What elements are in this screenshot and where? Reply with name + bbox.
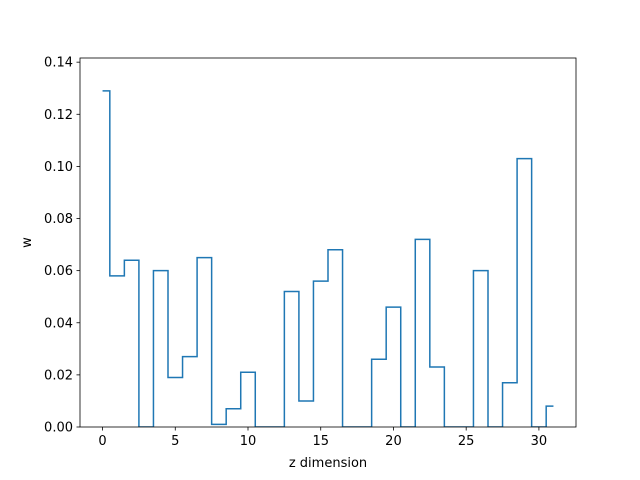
axes: 0 5 10 15 20 25 30 0.00 0.02 0.04 0.06 0.08 0.10 0.12… (44, 56, 577, 449)
y-tick-label: 0.04 (44, 316, 73, 331)
series-line (102, 90, 554, 427)
x-axis-label: z dimension (289, 456, 367, 471)
x-tick-label: 0 (98, 434, 106, 449)
y-tick-label: 0.02 (44, 368, 73, 383)
y-axis-label: w (20, 237, 35, 248)
y-tick-label: 0.06 (44, 264, 73, 279)
x-tick-label: 30 (531, 434, 548, 449)
x-tick-label: 25 (458, 434, 475, 449)
y-tick-label: 0.10 (44, 160, 73, 175)
y-tick-label: 0.08 (44, 212, 73, 227)
x-tick-label: 5 (171, 434, 179, 449)
y-tick-label: 0.14 (44, 56, 73, 71)
x-tick-label: 15 (312, 434, 329, 449)
x-tick-label: 10 (240, 434, 257, 449)
x-tick-label: 20 (385, 434, 402, 449)
y-tick-label: 0.12 (44, 108, 73, 123)
plot-area (102, 90, 554, 427)
axes-frame (79, 57, 577, 428)
y-tick-label: 0.00 (44, 421, 73, 436)
